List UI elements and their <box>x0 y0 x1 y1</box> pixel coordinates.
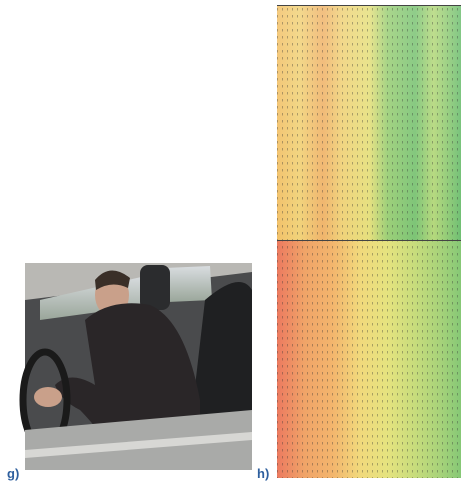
heatmap <box>277 5 461 478</box>
photo <box>23 263 252 470</box>
panel-label: g) <box>7 466 19 481</box>
figure: g) h) <box>0 0 462 484</box>
panel-label: h) <box>257 466 269 481</box>
